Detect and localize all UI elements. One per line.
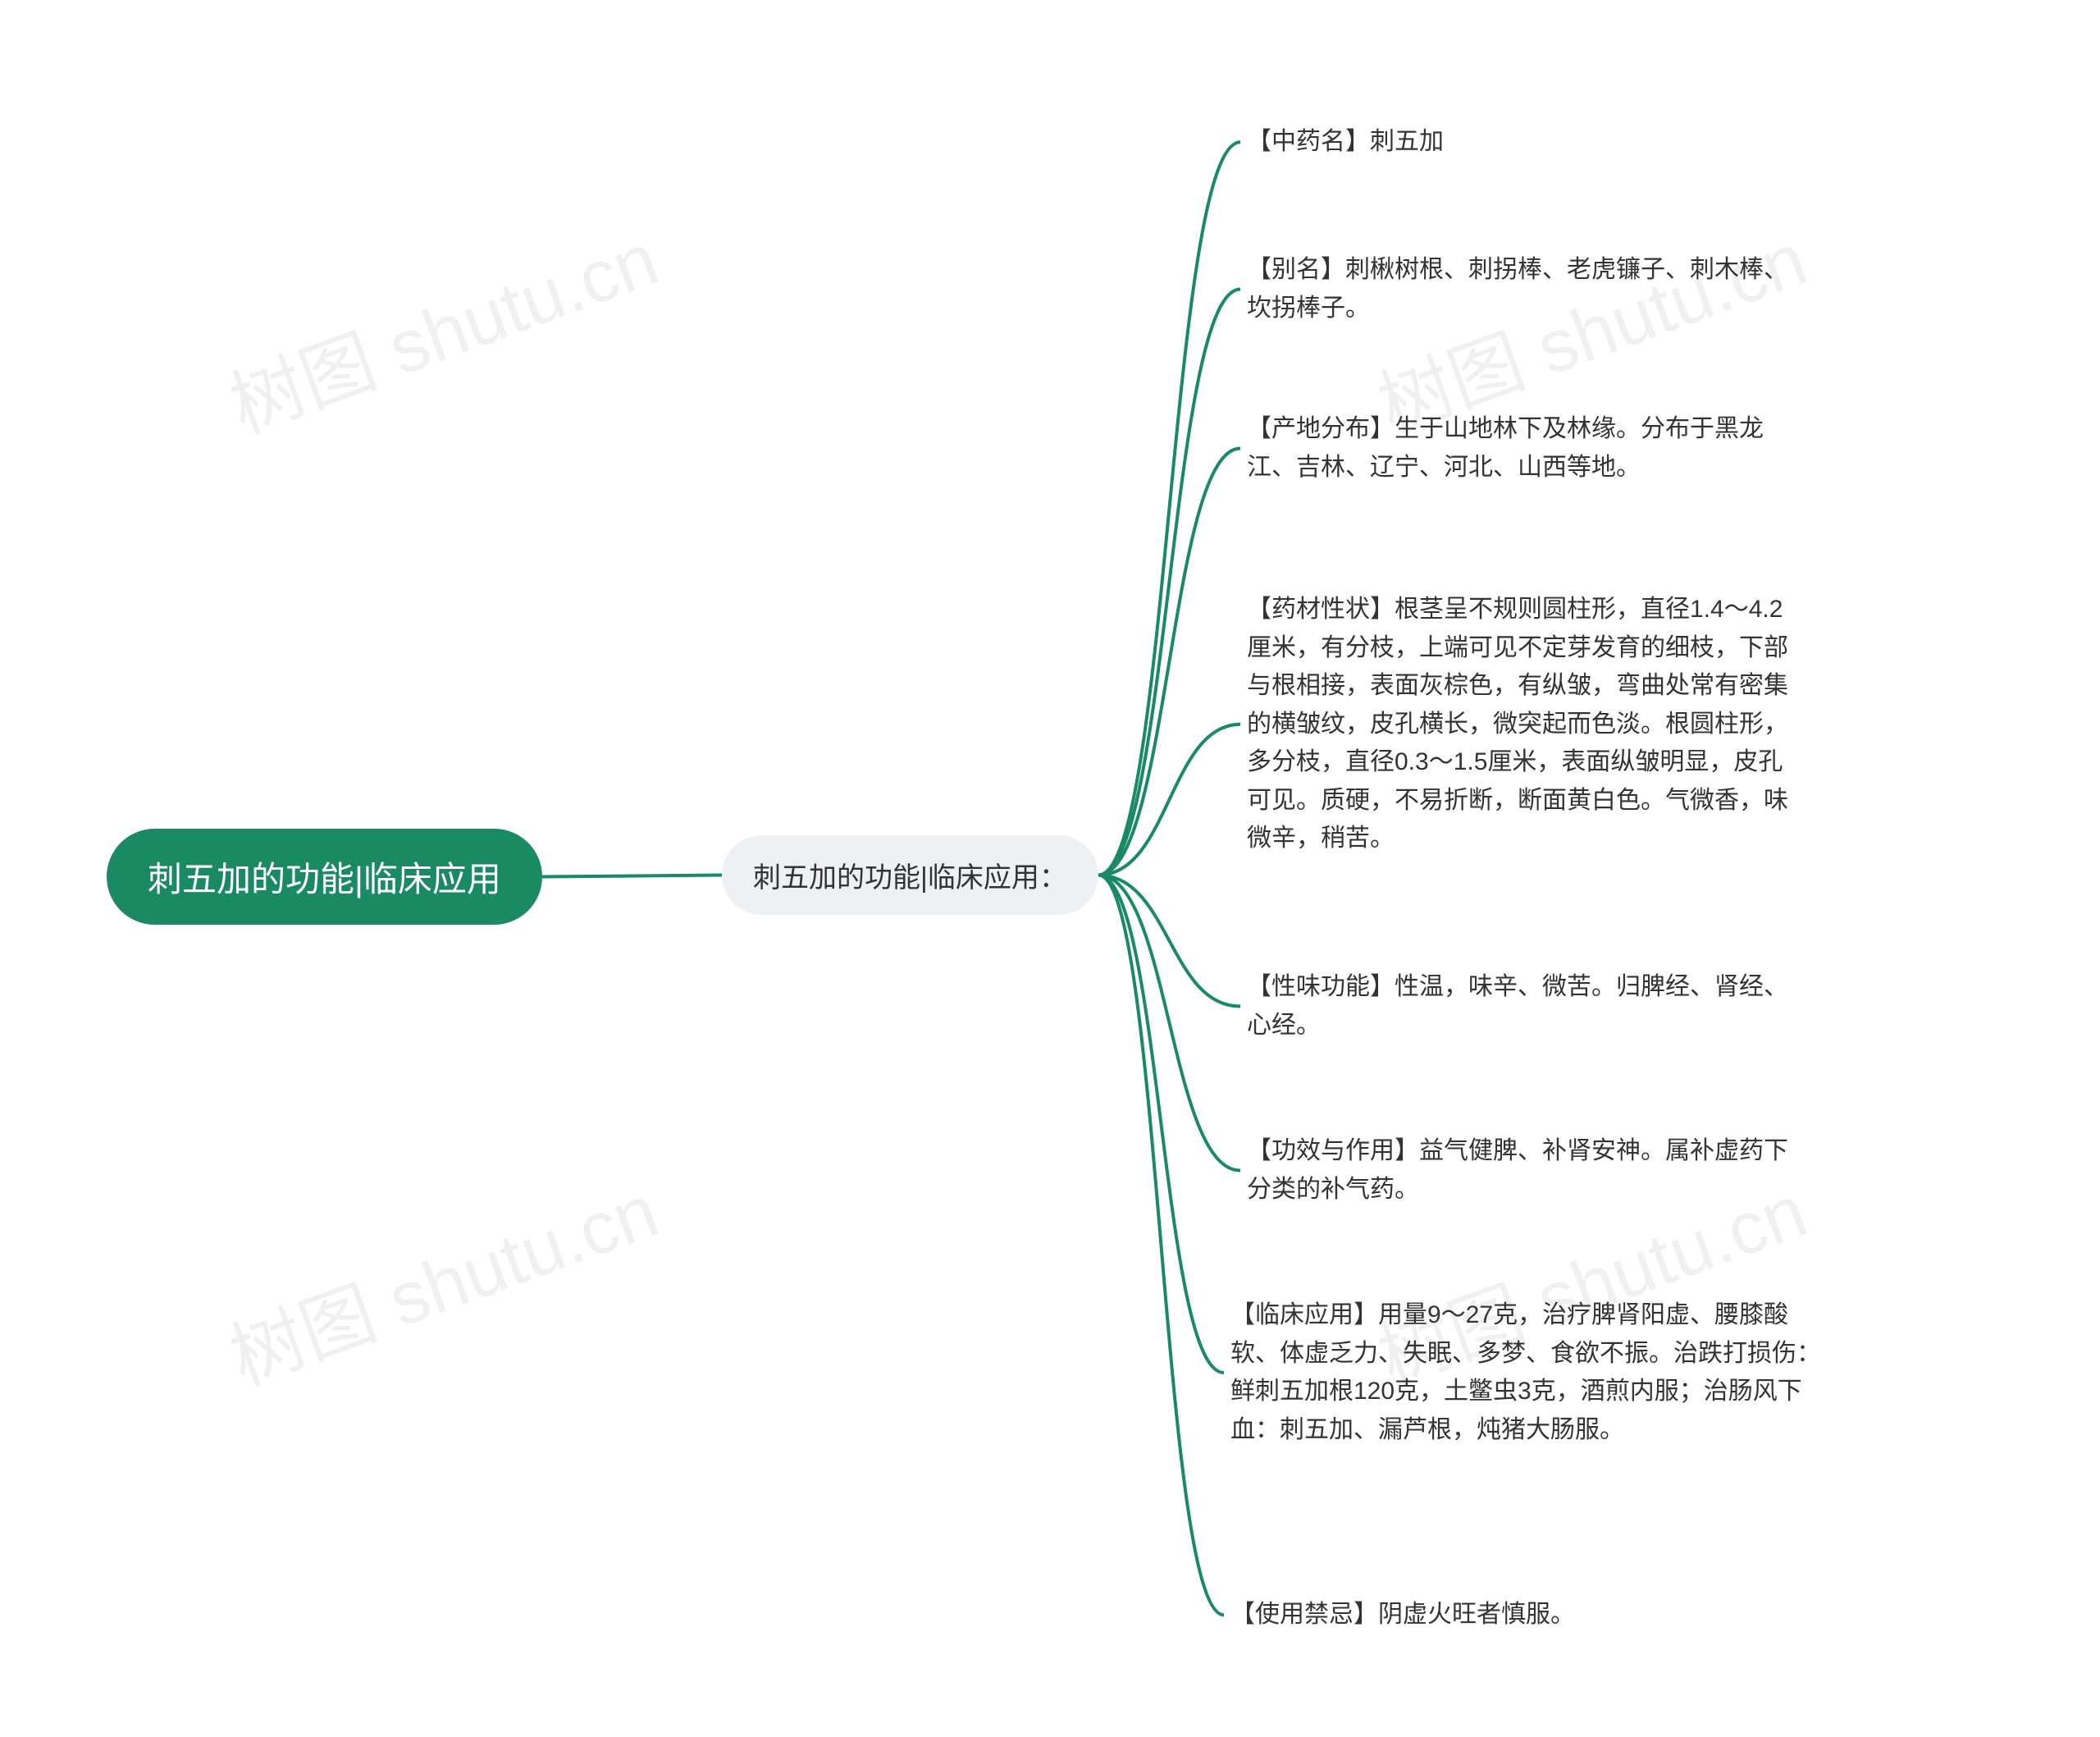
leaf-node[interactable]: 【药材性状】根茎呈不规则圆柱形，直径1.4～4.2厘米，有分枝，上端可见不定芽发…: [1247, 591, 1805, 858]
root-node[interactable]: 刺五加的功能|临床应用: [107, 829, 542, 925]
leaf-node[interactable]: 【使用禁忌】阴虚火旺者慎服。: [1230, 1596, 1805, 1634]
leaf-node[interactable]: 【产地分布】生于山地林下及林缘。分布于黑龙江、吉林、辽宁、河北、山西等地。: [1247, 410, 1805, 487]
sub-node[interactable]: 刺五加的功能|临床应用：: [722, 835, 1098, 915]
edge-sub-to-leaf: [1098, 290, 1240, 875]
edge-sub-to-leaf: [1098, 142, 1240, 875]
edge-sub-to-leaf: [1098, 449, 1240, 875]
watermark: 树图 shutu.cn: [213, 1152, 670, 1406]
watermark: 树图 shutu.cn: [213, 200, 670, 454]
leaf-node[interactable]: 【临床应用】用量9～27克，治疗脾肾阳虚、腰膝酸软、体虚乏力、失眠、多梦、食欲不…: [1230, 1296, 1821, 1449]
edge-root-to-sub: [542, 875, 722, 877]
edge-sub-to-leaf: [1098, 875, 1224, 1374]
leaf-node[interactable]: 【中药名】刺五加: [1247, 123, 1805, 162]
mindmap-canvas: 树图 shutu.cn树图 shutu.cn树图 shutu.cn树图 shut…: [0, 0, 2100, 1737]
leaf-node[interactable]: 【功效与作用】益气健脾、补肾安神。属补虚药下分类的补气药。: [1247, 1132, 1805, 1209]
edge-sub-to-leaf: [1098, 875, 1240, 1171]
edge-sub-to-leaf: [1098, 875, 1224, 1616]
leaf-node[interactable]: 【性味功能】性温，味辛、微苦。归脾经、肾经、心经。: [1247, 968, 1805, 1044]
leaf-node[interactable]: 【别名】刺楸树根、刺拐棒、老虎镰子、刺木棒、坎拐棒子。: [1247, 251, 1805, 327]
edge-sub-to-leaf: [1098, 725, 1240, 875]
root-node-label: 刺五加的功能|临床应用: [148, 860, 501, 898]
sub-node-label: 刺五加的功能|临床应用：: [753, 862, 1067, 894]
edge-sub-to-leaf: [1098, 875, 1240, 1007]
